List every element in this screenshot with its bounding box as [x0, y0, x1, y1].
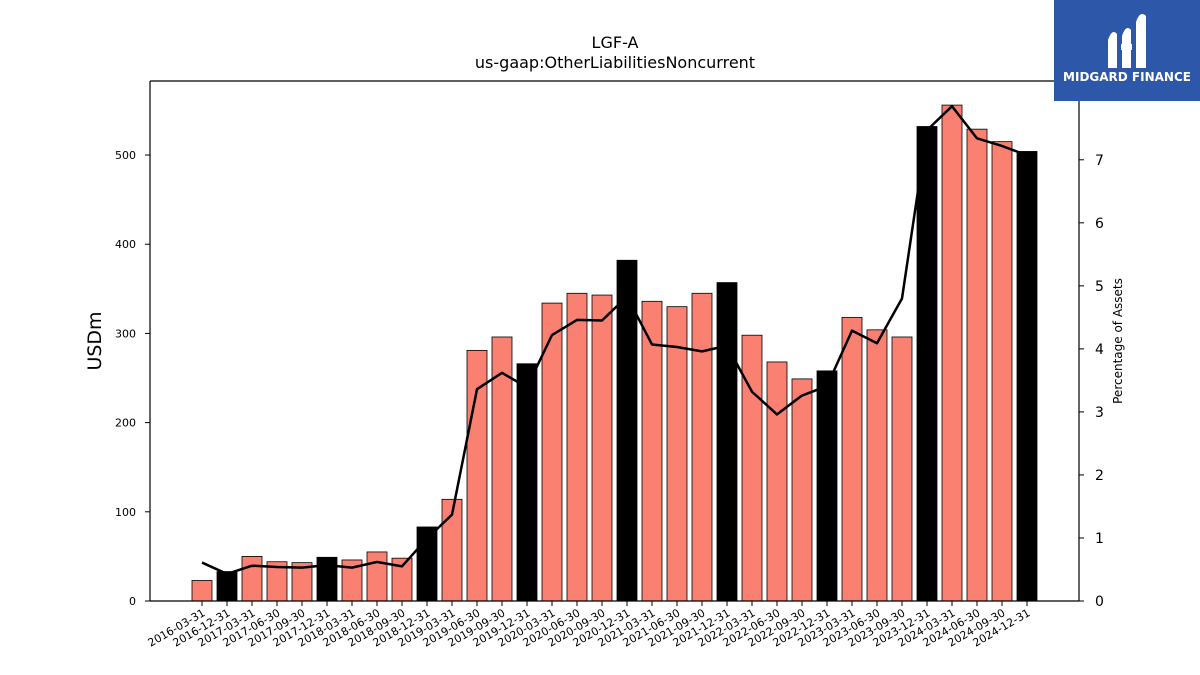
y-tick-label: 400 [115, 238, 136, 251]
bar [766, 361, 788, 602]
brand-name: MIDGARD FINANCE [1063, 70, 1191, 84]
bar [566, 292, 588, 602]
bar [691, 292, 713, 602]
chart-subtitle: us-gaap:OtherLiabilitiesNoncurrent [475, 53, 755, 72]
y-tick-label: 300 [115, 327, 136, 340]
plot-area: 0100200300400500012345672016-03-312016-1… [115, 80, 1104, 650]
bar [791, 378, 813, 602]
bar [666, 306, 688, 602]
bar [966, 128, 988, 602]
chart-title: LGF-A [592, 33, 639, 52]
y-tick-label: 200 [115, 417, 136, 430]
y-tick-label: 500 [115, 149, 136, 162]
bar [216, 571, 238, 602]
y2-tick-label: 2 [1095, 468, 1104, 484]
y-tick-label: 0 [129, 595, 136, 608]
bar [891, 336, 913, 602]
bar [241, 556, 263, 602]
brand-logo: MIDGARD FINANCE [1054, 0, 1200, 101]
y-axis-label: USDm [84, 311, 106, 370]
y2-tick-label: 6 [1095, 216, 1104, 232]
y-tick-label: 100 [115, 506, 136, 519]
y2-tick-label: 5 [1095, 279, 1104, 295]
bar [941, 104, 963, 602]
bar [841, 316, 863, 602]
bar [191, 580, 213, 602]
bar [866, 329, 888, 602]
bar [741, 334, 763, 602]
bar [366, 551, 388, 602]
bar [816, 370, 838, 602]
y2-tick-label: 4 [1095, 342, 1104, 358]
y2-tick-label: 3 [1095, 405, 1104, 421]
bar [591, 294, 613, 602]
y2-tick-label: 7 [1095, 153, 1104, 169]
bar [1016, 151, 1038, 602]
bar [516, 363, 538, 602]
y2-axis-label: Percentage of Assets [1111, 278, 1125, 404]
bar [916, 126, 938, 602]
bar [991, 141, 1013, 602]
y2-tick-label: 1 [1095, 531, 1104, 547]
bar [716, 282, 738, 602]
percentage-line [201, 104, 1028, 576]
y2-tick-label: 0 [1095, 594, 1104, 610]
logo-mark-icon [1108, 14, 1146, 68]
